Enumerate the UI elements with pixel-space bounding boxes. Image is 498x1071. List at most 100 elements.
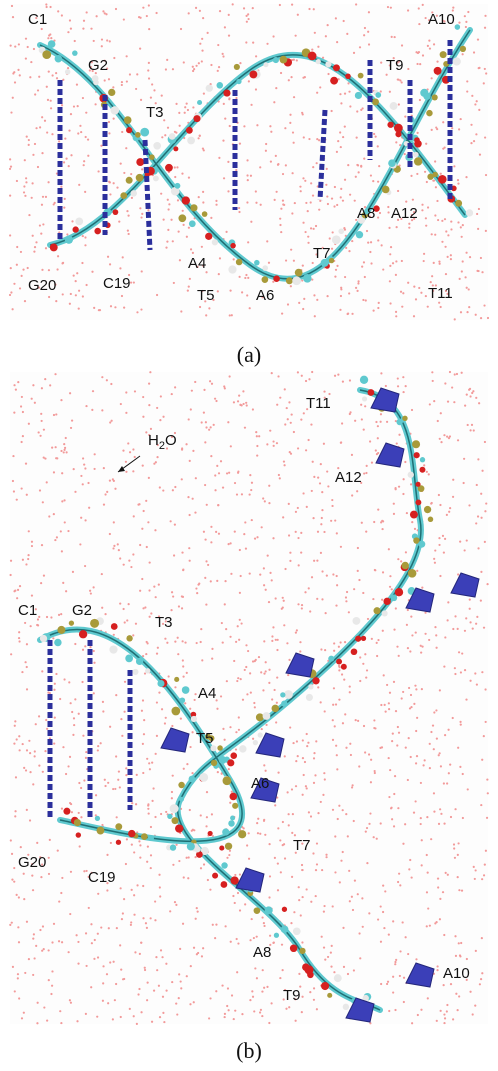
water	[313, 31, 316, 34]
water	[334, 275, 337, 278]
water-sub: 2	[159, 440, 165, 452]
water	[89, 592, 92, 595]
water	[345, 246, 348, 249]
water	[294, 34, 297, 37]
water	[37, 286, 41, 289]
water	[68, 129, 71, 132]
water	[454, 672, 457, 676]
water	[363, 157, 366, 160]
water	[145, 14, 148, 18]
water	[53, 742, 56, 745]
water	[456, 876, 459, 879]
water	[222, 727, 225, 730]
water	[107, 927, 110, 930]
water	[87, 481, 90, 485]
water	[334, 835, 337, 838]
water	[443, 933, 446, 937]
water	[132, 553, 135, 556]
water	[387, 756, 390, 760]
water	[337, 78, 340, 81]
water	[193, 698, 196, 702]
water	[92, 586, 95, 589]
water	[116, 543, 119, 546]
water	[284, 259, 288, 262]
water	[223, 738, 226, 741]
water	[480, 516, 483, 519]
water	[25, 643, 29, 646]
water	[363, 34, 366, 37]
water	[209, 997, 212, 1000]
water	[247, 241, 250, 244]
water	[74, 642, 77, 646]
water	[90, 986, 93, 989]
water	[476, 269, 479, 272]
water	[391, 732, 394, 735]
water	[223, 26, 226, 29]
base	[405, 962, 435, 988]
water	[456, 1009, 459, 1012]
water	[170, 609, 173, 612]
water	[446, 1003, 449, 1007]
water	[81, 483, 84, 486]
water	[254, 967, 257, 970]
water	[60, 398, 63, 402]
water	[27, 138, 30, 142]
water	[390, 588, 393, 591]
water	[40, 203, 44, 206]
water	[370, 758, 373, 761]
water	[365, 471, 368, 475]
atom	[431, 94, 438, 101]
water	[350, 453, 354, 457]
water	[147, 521, 150, 524]
water	[412, 811, 416, 814]
water	[238, 618, 241, 621]
water	[259, 203, 262, 206]
water	[142, 509, 145, 513]
water	[249, 691, 252, 694]
water	[239, 574, 242, 578]
water	[392, 975, 395, 978]
water	[454, 954, 458, 958]
water	[166, 58, 169, 62]
atom	[342, 1003, 350, 1011]
water	[296, 371, 300, 374]
water	[64, 436, 67, 440]
water	[227, 543, 230, 546]
water	[435, 634, 438, 637]
water	[377, 180, 380, 183]
water	[409, 858, 412, 862]
water	[233, 901, 236, 905]
water	[21, 435, 24, 438]
water	[134, 803, 138, 806]
water	[430, 77, 433, 80]
water	[63, 499, 66, 502]
water	[122, 18, 125, 21]
water	[312, 516, 315, 520]
water	[362, 298, 365, 302]
water	[18, 997, 21, 1000]
water	[351, 908, 355, 912]
water	[363, 206, 367, 209]
atom	[387, 121, 394, 128]
water	[43, 1006, 46, 1009]
atom	[236, 78, 242, 85]
atom	[54, 638, 62, 647]
water	[17, 68, 20, 71]
water	[288, 401, 291, 404]
water	[86, 138, 90, 141]
water	[120, 918, 124, 921]
water	[65, 451, 68, 454]
water	[458, 995, 461, 998]
water	[125, 80, 128, 83]
water	[409, 693, 413, 697]
caption: (a)	[237, 342, 261, 367]
atom	[396, 418, 403, 426]
water	[112, 86, 115, 89]
water	[74, 279, 77, 283]
atom	[418, 540, 426, 548]
water	[402, 390, 405, 394]
atom	[185, 126, 193, 134]
water	[394, 963, 397, 966]
water	[140, 709, 144, 712]
water	[343, 92, 347, 95]
